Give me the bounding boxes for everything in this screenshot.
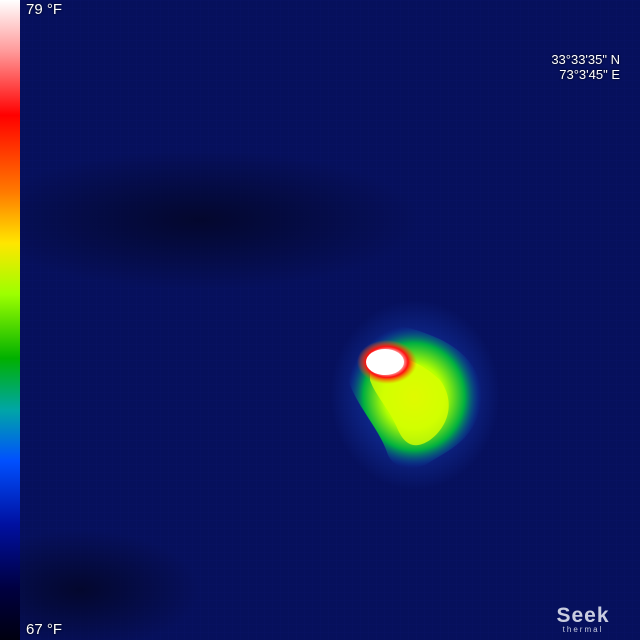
logo-tagline: thermal [562, 625, 604, 634]
scale-max-label: 79 °F [26, 1, 63, 18]
gps-latitude: 33°33'35" N [551, 52, 620, 67]
gps-coordinates: 33°33'35" N 73°3'45" E [551, 52, 620, 82]
logo-wordmark: Seek [556, 604, 610, 627]
hot-spot-core [366, 349, 404, 375]
seek-thermal-logo: Seek thermal [542, 604, 624, 634]
scale-min-label: 67 °F [26, 621, 63, 638]
cool-region [0, 150, 420, 290]
cool-region [0, 530, 200, 640]
gps-longitude: 73°3'45" E [559, 67, 620, 82]
temperature-scale-bar [0, 0, 20, 640]
